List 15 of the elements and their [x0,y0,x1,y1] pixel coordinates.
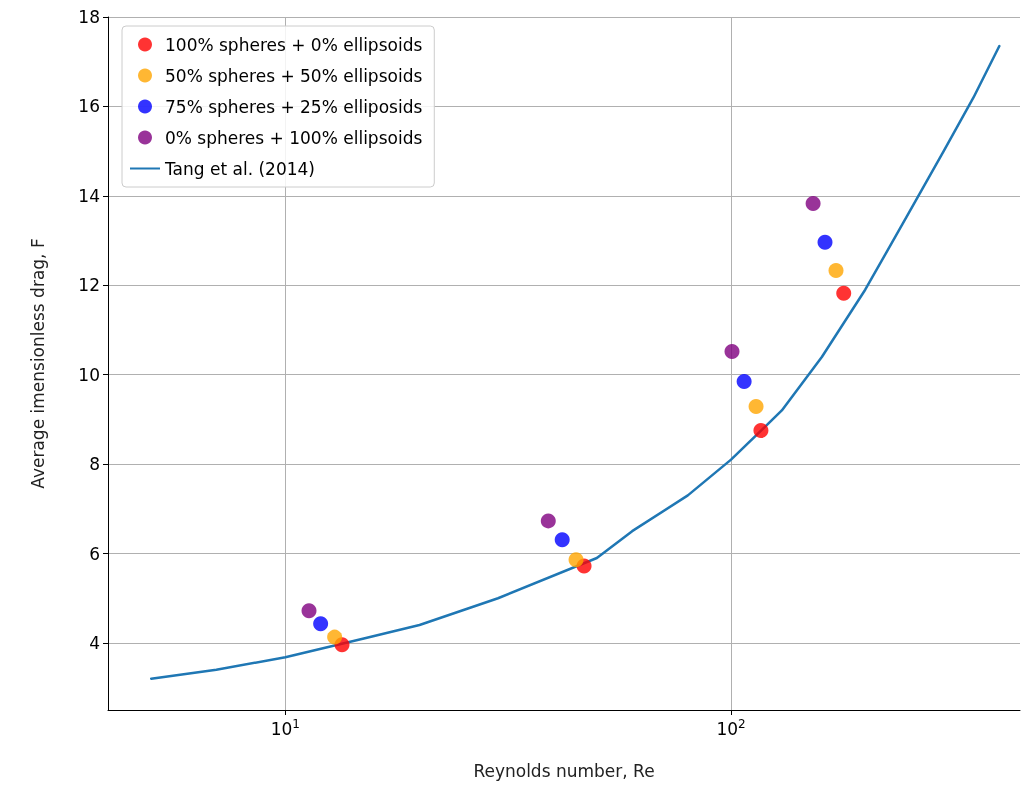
legend-label: 100% spheres + 0% ellipsoids [165,34,423,55]
legend-label: Tang et al. (2014) [164,158,315,179]
legend-label: 50% spheres + 50% ellipsoids [165,65,423,86]
y-tick-label: 10 [78,364,100,385]
y-tick-label: 18 [78,7,100,27]
y-tick-label: 16 [78,96,100,117]
y-tick-label: 4 [89,632,100,653]
legend-label: 75% spheres + 25% elliposids [165,96,423,117]
y-tick-label: 8 [89,454,100,475]
y-tick-label: 6 [89,543,100,564]
legend-label: 0% spheres + 100% ellipsoids [165,127,423,148]
y-tick-label: 12 [78,275,100,296]
y-axis-title: Average imensionless drag, F [27,238,48,489]
y-tick-label: 14 [78,185,100,206]
x-axis-title: Reynolds number, Re [473,760,655,781]
